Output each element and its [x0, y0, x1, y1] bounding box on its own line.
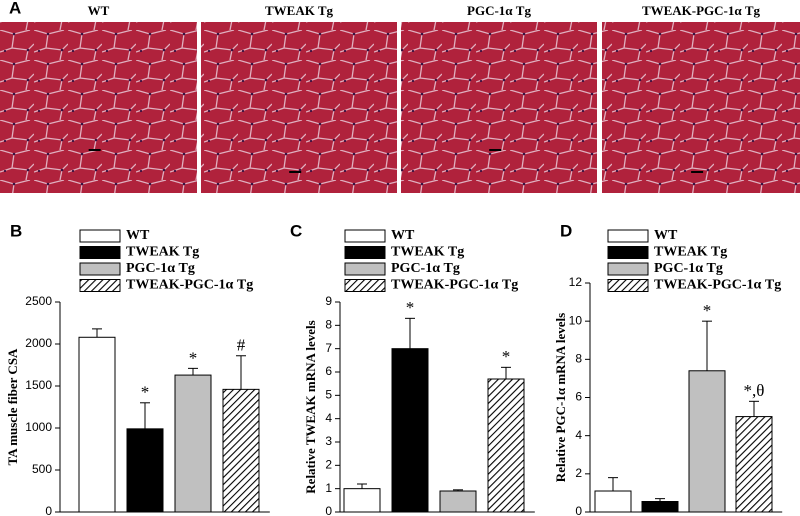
y-tick-label: 0 — [575, 504, 582, 516]
y-tick-label: 1 — [325, 481, 332, 495]
y-tick-label: 3 — [325, 434, 332, 448]
legend-label: PGC-1α Tg — [391, 261, 460, 276]
y-axis-label: Relative TWEAK mRNA levels — [303, 320, 318, 493]
bar — [594, 490, 632, 513]
y-tick-label: 2000 — [25, 336, 52, 350]
micrograph — [201, 22, 397, 193]
micrograph-title: TWEAK Tg — [265, 3, 334, 18]
legend-label: TWEAK-PGC-1α Tg — [126, 278, 253, 293]
panel-label: B — [10, 221, 22, 240]
chart: B 0 500 1000 1500 2000 2500 TA muscle fiber CSA… — [5, 221, 270, 516]
significance-label: # — [237, 336, 246, 355]
legend-swatch — [79, 246, 121, 259]
micrograph-title: PGC-1α Tg — [467, 3, 531, 18]
y-tick-label: 2 — [575, 466, 582, 480]
legend-label: TWEAK-PGC-1α Tg — [391, 278, 518, 293]
bar — [343, 488, 381, 513]
y-tick-label: 8 — [325, 318, 332, 332]
legend-swatch — [607, 246, 649, 259]
y-axis-label: TA muscle fiber CSA — [5, 348, 20, 465]
legend-label: TWEAK Tg — [391, 245, 464, 260]
panel-label: C — [290, 221, 302, 240]
bar — [688, 370, 726, 513]
legend-swatch — [344, 262, 386, 276]
legend-swatch — [344, 246, 386, 259]
y-tick-label: 1000 — [25, 420, 52, 434]
significance-label: * — [141, 383, 150, 402]
legend-swatch — [79, 229, 121, 243]
micrograph-title: WT — [88, 3, 110, 18]
legend-swatch — [79, 279, 121, 292]
significance-label: * — [406, 298, 415, 317]
bar — [126, 428, 164, 513]
y-tick-label: 6 — [325, 364, 332, 378]
bar — [222, 388, 260, 513]
y-tick-label: 10 — [569, 313, 583, 327]
y-tick-label: 0 — [325, 504, 332, 516]
chart: D 0 2 4 6 8 10 12 Relative PGC-1α mRNA levels WT T… — [553, 221, 783, 516]
legend-label: WT — [126, 228, 150, 243]
y-tick-label: 8 — [575, 352, 582, 366]
significance-label: * — [189, 348, 198, 367]
y-tick-label: 0 — [45, 504, 52, 516]
panel-label: D — [560, 221, 572, 240]
legend-swatch — [344, 279, 386, 292]
significance-label: * — [502, 347, 511, 366]
legend-label: WT — [391, 228, 415, 243]
y-tick-label: 12 — [569, 275, 583, 289]
bar — [78, 336, 116, 513]
micrograph — [0, 22, 197, 193]
legend-label: PGC-1α Tg — [654, 261, 723, 276]
chart: C 0 1 2 3 4 5 6 7 8 9 Relative TWEAK mRNA levels WT *… — [290, 221, 535, 516]
legend-label: PGC-1α Tg — [126, 261, 195, 276]
legend-swatch — [607, 279, 649, 292]
bar — [174, 374, 212, 513]
y-tick-label: 500 — [32, 462, 52, 476]
bar — [487, 378, 525, 513]
legend-label: WT — [654, 228, 678, 243]
micrograph — [401, 22, 597, 193]
legend-swatch — [344, 229, 386, 243]
legend-label: TWEAK Tg — [654, 245, 727, 260]
bar — [439, 490, 477, 513]
y-tick-label: 4 — [575, 428, 582, 442]
bar — [391, 348, 429, 513]
panel-label: A — [9, 0, 21, 17]
significance-label: * — [703, 301, 712, 320]
y-tick-label: 4 — [325, 411, 332, 425]
y-tick-label: 9 — [325, 294, 332, 308]
micrograph-title: TWEAK-PGC-1α Tg — [642, 3, 761, 18]
y-tick-label: 2 — [325, 458, 332, 472]
legend-label: TWEAK Tg — [126, 245, 199, 260]
bar — [735, 416, 773, 513]
significance-label: *,θ — [744, 381, 765, 400]
legend-swatch — [79, 262, 121, 276]
legend-swatch — [607, 229, 649, 243]
micrograph — [602, 22, 800, 193]
legend-swatch — [607, 262, 649, 276]
bar — [641, 501, 679, 513]
y-tick-label: 7 — [325, 341, 332, 355]
y-tick-label: 5 — [325, 388, 332, 402]
y-tick-label: 6 — [575, 390, 582, 404]
y-axis-label: Relative PGC-1α mRNA levels — [553, 313, 568, 482]
y-tick-label: 1500 — [25, 378, 52, 392]
y-tick-label: 2500 — [25, 294, 52, 308]
legend-label: TWEAK-PGC-1α Tg — [654, 278, 781, 293]
